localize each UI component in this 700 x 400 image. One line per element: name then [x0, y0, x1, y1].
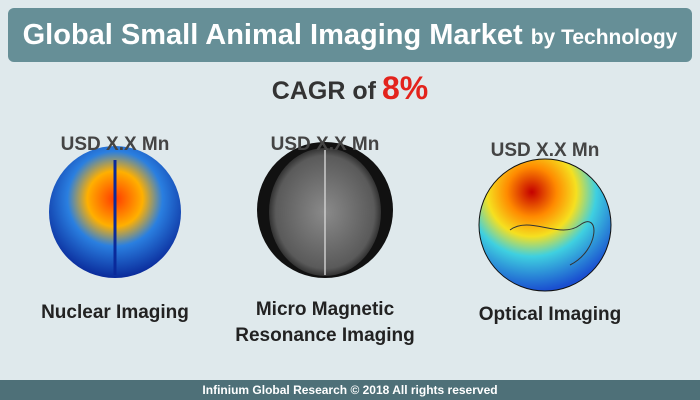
- cagr: CAGR of 8%: [0, 70, 700, 107]
- label-line: Resonance Imaging: [235, 325, 415, 346]
- title: Global Small Animal Imaging Market by Tec…: [8, 8, 692, 62]
- optical-contour: [509, 221, 595, 266]
- item-label: Nuclear Imaging: [0, 300, 235, 326]
- label-line: Micro Magnetic: [255, 299, 395, 320]
- label-line: Nuclear Imaging: [41, 302, 189, 323]
- subtitle: by Technology: [530, 26, 678, 49]
- item-value: USD X.X Mn: [60, 134, 170, 155]
- item-value: USD X.X Mn: [270, 134, 380, 155]
- title-text: Global Small Animal Imaging Market: [22, 19, 523, 51]
- title-bar: Global Small Animal Imaging Market by Tec…: [8, 8, 692, 62]
- item-label: Micro Magnetic Resonance Imaging: [205, 297, 445, 349]
- footer: Infinium Global Research © 2018 All righ…: [0, 380, 700, 400]
- cagr-label: CAGR of: [271, 77, 376, 105]
- label-line: Optical Imaging: [478, 304, 622, 325]
- item-value: USD X.X Mn: [490, 140, 600, 161]
- cagr-value: 8%: [381, 70, 429, 106]
- item-label: Optical Imaging: [430, 302, 670, 328]
- optical-image: [478, 158, 612, 292]
